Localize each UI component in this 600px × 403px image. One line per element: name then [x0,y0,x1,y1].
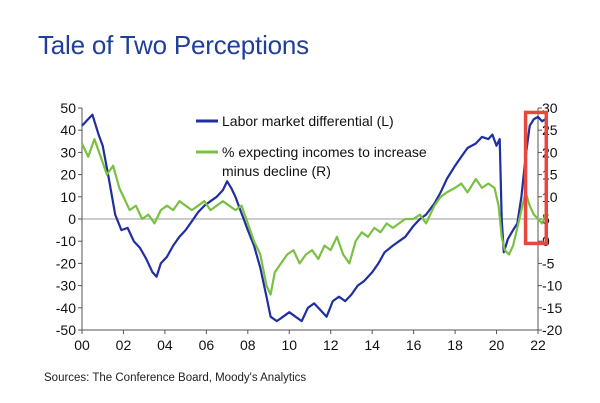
legend-label-labor-market: Labor market differential (L) [222,113,394,129]
chart-series-layer [81,113,547,323]
right-tick-label: 20 [542,144,558,160]
series-line-labor-market [81,113,546,323]
highlight-box [523,110,549,246]
x-tick-label: 14 [364,337,380,353]
left-tick-label: 50 [60,100,76,116]
right-tick-label: -15 [542,300,562,316]
right-tick-label: 10 [542,189,558,205]
x-tick-label: 10 [281,337,297,353]
x-tick-label: 20 [489,337,505,353]
chart-axes: 50403020100-10-20-30-40-50302520151050-5… [56,100,563,353]
x-tick-label: 02 [116,337,132,353]
x-tick-label: 06 [199,337,215,353]
left-tick-label: -10 [56,233,76,249]
x-tick-label: 22 [530,337,546,353]
right-tick-label: -5 [542,255,555,271]
right-tick-label: 25 [542,122,558,138]
right-tick-label: -20 [542,322,562,338]
left-tick-label: -30 [56,278,76,294]
x-tick-label: 00 [74,337,90,353]
left-tick-label: 0 [68,211,76,227]
left-tick-label: 40 [60,122,76,138]
left-tick-label: 20 [60,167,76,183]
x-tick-label: 12 [323,337,339,353]
left-tick-label: -20 [56,255,76,271]
chart-legend: Labor market differential (L) % expecting… [196,113,427,179]
x-tick-label: 18 [447,337,463,353]
legend-label-income-expectations-line2: minus decline (R) [222,163,331,179]
left-tick-label: -40 [56,300,76,316]
x-tick-label: 04 [157,337,173,353]
right-tick-label: -10 [542,278,562,294]
series-line-income-expectations [81,138,547,296]
left-tick-label: 30 [60,144,76,160]
x-tick-label: 16 [406,337,422,353]
left-tick-label: 10 [60,189,76,205]
chart-title: Tale of Two Perceptions [38,30,309,60]
left-tick-label: -50 [56,322,76,338]
x-tick-label: 08 [240,337,256,353]
right-tick-label: 15 [542,167,558,183]
legend-label-income-expectations: % expecting incomes to increase [222,144,427,160]
chart-source-note: Sources: The Conference Board, Moody's A… [44,372,307,384]
chart-highlight-layer [523,110,549,246]
